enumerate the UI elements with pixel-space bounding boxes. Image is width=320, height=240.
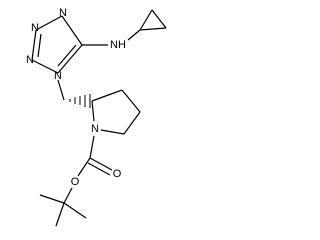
atom-label: N — [91, 123, 99, 135]
atom-labels: N N N N NH N O O — [26, 7, 126, 188]
atom-label: N — [54, 70, 62, 82]
atom-label: N — [26, 54, 34, 66]
atom-label: N — [31, 22, 39, 34]
molecule-diagram: N N N N NH N O O — [26, 7, 167, 227]
atom-label: NH — [110, 39, 126, 51]
bonds — [31, 9, 167, 227]
atom-label: N — [59, 7, 67, 19]
atom-label: O — [113, 168, 122, 180]
atom-label: O — [71, 176, 80, 188]
